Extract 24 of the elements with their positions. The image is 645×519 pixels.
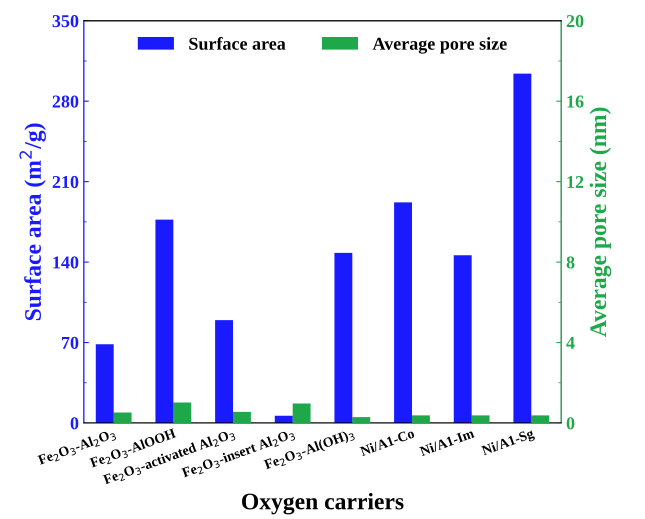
bar <box>96 344 114 423</box>
y2-tick-label: 4 <box>566 336 575 349</box>
legend-label: Surface area <box>189 36 286 50</box>
y2-axis-title: Average pore size (nm) <box>590 108 612 337</box>
y2-tick-label: 16 <box>567 96 584 108</box>
bar <box>215 320 234 423</box>
x-axis-title: Oxygen carriers <box>242 492 404 514</box>
y2-tick-label: 20 <box>566 15 584 28</box>
y2-tick-label: 12 <box>567 176 584 188</box>
bar <box>334 252 352 423</box>
y2-tick-label: 8 <box>566 256 574 269</box>
bar <box>394 202 412 423</box>
y-tick-label: 350 <box>52 15 78 28</box>
y-tick-label: 140 <box>53 256 78 269</box>
legend-label: Average pore size <box>372 37 507 54</box>
bar <box>513 74 532 423</box>
y-tick-label: 0 <box>70 417 78 430</box>
y2-tick-label: 0 <box>566 417 574 430</box>
bar <box>454 255 472 423</box>
y-tick-label: 280 <box>52 95 78 108</box>
y-tick-label: 70 <box>62 336 78 349</box>
y-axis-title: Surface area (m$^{2}$/g) <box>19 124 46 320</box>
y-tick-label: 210 <box>52 176 78 188</box>
bar <box>155 220 174 423</box>
